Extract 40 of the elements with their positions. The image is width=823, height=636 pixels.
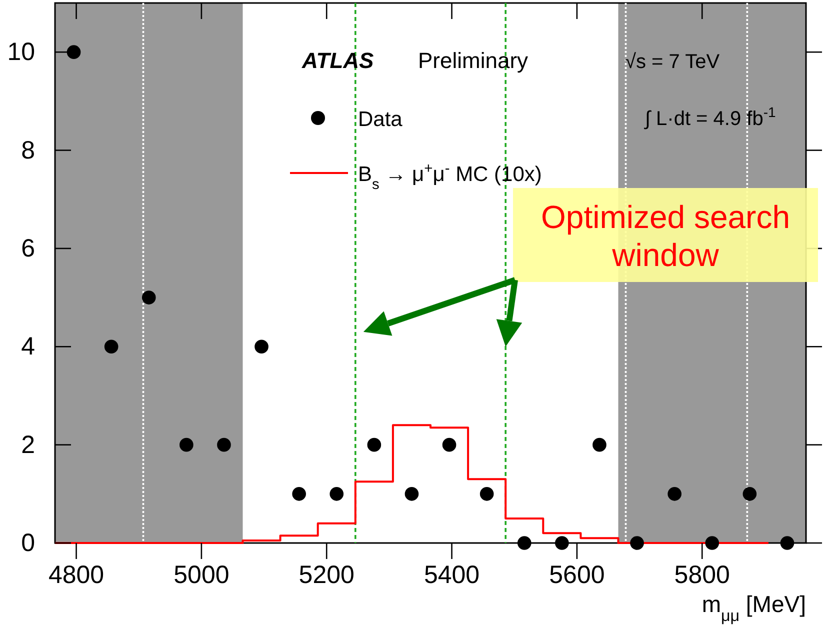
- point: [630, 536, 644, 550]
- annotation: ∫ L·dt = 4.9 fb$^{-1}$: [644, 104, 776, 130]
- x-axis-title: m$_{μμ}$ [MeV]: [702, 591, 806, 625]
- point: [330, 487, 344, 501]
- point: [254, 340, 268, 354]
- x-tick-label: 5800: [674, 560, 730, 589]
- annotation: Optimized search window: [541, 199, 790, 273]
- legend-label: Data: [358, 108, 403, 131]
- x-tick-label: 5400: [424, 560, 480, 589]
- point: [217, 438, 231, 452]
- point: [442, 438, 456, 452]
- point: [180, 438, 194, 452]
- y-tick-label: 8: [21, 136, 35, 164]
- annotation: ATLAS: [301, 48, 374, 73]
- point: [104, 340, 118, 354]
- point: [742, 487, 757, 501]
- legend-label: B$_{s}$ → μ$^{+}$μ$^{-}$ MC (10x): [358, 161, 542, 193]
- y-tick-label: 2: [21, 430, 35, 459]
- point: [705, 536, 720, 550]
- annotation: Preliminary: [418, 48, 528, 73]
- point: [668, 487, 682, 501]
- y-tick-label: 4: [21, 332, 36, 361]
- point: [592, 438, 606, 452]
- x-tick-label: 5000: [174, 560, 230, 589]
- point: [780, 536, 794, 550]
- point: [142, 290, 156, 304]
- annotation: √s = 7 TeV: [625, 51, 720, 73]
- y-tick-label: 6: [21, 234, 35, 262]
- y-tick-label: 0: [21, 529, 35, 557]
- point: [555, 536, 569, 550]
- point: [404, 487, 419, 501]
- point: [292, 487, 306, 501]
- x-tick-label: 5200: [298, 560, 354, 589]
- point: [66, 45, 81, 59]
- y-tick-label: 10: [7, 38, 35, 66]
- point: [367, 438, 382, 452]
- x-tick-label: 4800: [48, 560, 104, 589]
- point: [517, 536, 532, 550]
- x-tick-label: 5600: [549, 560, 605, 589]
- point: [480, 487, 494, 501]
